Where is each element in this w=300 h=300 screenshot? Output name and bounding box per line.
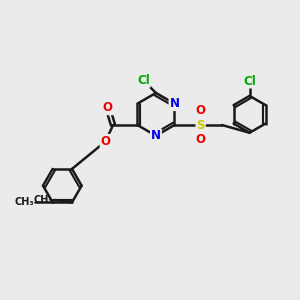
Text: CH₃: CH₃ [34,195,53,205]
Text: S: S [196,118,205,131]
Text: Cl: Cl [137,74,150,87]
Text: O: O [196,133,206,146]
Text: O: O [100,135,111,148]
Text: N: N [151,129,161,142]
Text: Cl: Cl [243,74,256,88]
Text: N: N [169,97,179,110]
Text: O: O [103,101,113,114]
Text: O: O [196,104,206,117]
Text: CH₃: CH₃ [14,197,34,207]
